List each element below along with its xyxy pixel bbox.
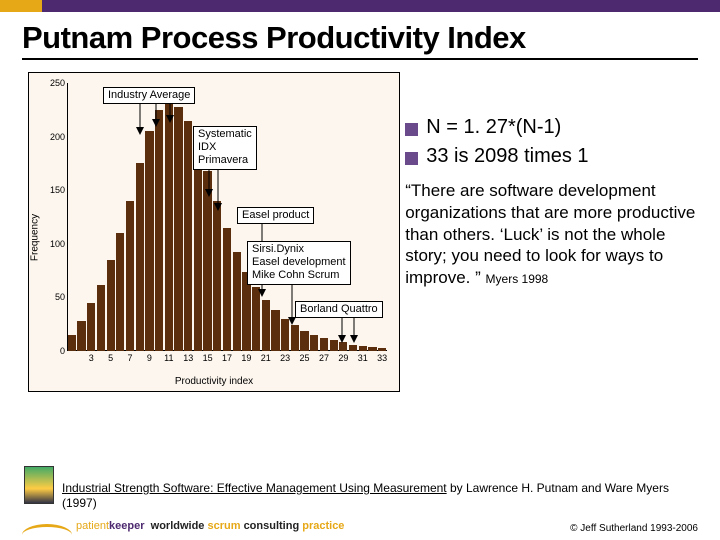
bar bbox=[368, 347, 376, 351]
x-tick-label: 9 bbox=[147, 353, 152, 363]
y-tick-label: 50 bbox=[55, 292, 65, 302]
bar bbox=[310, 335, 318, 351]
x-tick-label: 19 bbox=[241, 353, 251, 363]
bar bbox=[77, 321, 85, 351]
x-tick-label: 13 bbox=[183, 353, 193, 363]
bar bbox=[126, 201, 134, 351]
x-tick-label: 3 bbox=[89, 353, 94, 363]
y-tick-label: 250 bbox=[50, 78, 65, 88]
bar bbox=[165, 102, 173, 351]
x-tick-label: 15 bbox=[203, 353, 213, 363]
annot-systematic: Systematic IDX Primavera bbox=[193, 126, 257, 170]
x-tick-label: 27 bbox=[319, 353, 329, 363]
bar bbox=[107, 260, 115, 351]
arrow-industry-3 bbox=[165, 101, 175, 130]
bar bbox=[194, 142, 202, 351]
slide-body: Putnam Process Productivity Index Freque… bbox=[0, 12, 720, 392]
chart-column: Frequency Productivity index 0 50 100 150 20… bbox=[22, 72, 403, 392]
annot-sirsi: Sirsi.Dynix Easel development Mike Cohn … bbox=[247, 241, 351, 285]
reference-text: Industrial Strength Software: Effective … bbox=[62, 481, 698, 512]
header-accent-bar bbox=[0, 0, 720, 12]
bar bbox=[87, 303, 95, 351]
book-thumbnail-icon bbox=[24, 466, 54, 504]
bullet-text: 33 is 2098 times 1 bbox=[426, 145, 588, 168]
bar bbox=[213, 201, 221, 351]
bar bbox=[97, 285, 105, 351]
bullet-text: N = 1. 27*(N-1) bbox=[426, 116, 561, 139]
slide-title: Putnam Process Productivity Index bbox=[22, 20, 698, 56]
productivity-chart: Frequency Productivity index 0 50 100 150 20… bbox=[28, 72, 400, 392]
bar bbox=[378, 348, 386, 351]
content-row: Frequency Productivity index 0 50 100 150 20… bbox=[22, 72, 698, 392]
quote-citation: Myers 1998 bbox=[486, 272, 549, 286]
arrow-systematic-2 bbox=[213, 167, 223, 218]
x-tick-label: 11 bbox=[164, 353, 173, 363]
y-tick-label: 200 bbox=[50, 132, 65, 142]
bullet-list: N = 1. 27*(N-1) 33 is 2098 times 1 bbox=[405, 116, 698, 168]
bullet-item: N = 1. 27*(N-1) bbox=[405, 116, 698, 139]
bullet-square-icon bbox=[405, 123, 418, 136]
y-tick-label: 100 bbox=[50, 239, 65, 249]
annot-industry-average: Industry Average bbox=[103, 87, 195, 104]
bar bbox=[271, 310, 279, 351]
title-rule bbox=[22, 58, 698, 60]
arrow-borland-1 bbox=[337, 315, 347, 350]
bar bbox=[233, 252, 241, 351]
x-tick-label: 31 bbox=[358, 353, 368, 363]
bar bbox=[145, 131, 153, 351]
bullet-square-icon bbox=[405, 152, 418, 165]
x-tick-label: 5 bbox=[108, 353, 113, 363]
y-tick-label: 150 bbox=[50, 185, 65, 195]
x-axis-label: Productivity index bbox=[175, 376, 253, 387]
x-tick-label: 29 bbox=[338, 353, 348, 363]
x-tick-label: 25 bbox=[300, 353, 310, 363]
x-tick-label: 33 bbox=[377, 353, 387, 363]
x-tick-label: 23 bbox=[280, 353, 290, 363]
bar bbox=[174, 107, 182, 351]
arrow-industry-2 bbox=[151, 101, 161, 134]
text-column: N = 1. 27*(N-1) 33 is 2098 times 1 “Ther… bbox=[403, 72, 698, 392]
bar bbox=[300, 331, 308, 351]
logo-swoosh-icon bbox=[22, 518, 76, 534]
copyright: © Jeff Sutherland 1993-2006 bbox=[570, 523, 698, 534]
bar bbox=[184, 121, 192, 351]
bar bbox=[155, 110, 163, 351]
logo-tagline: patientkeeper worldwide scrum consulting… bbox=[22, 518, 344, 534]
x-tick-label: 17 bbox=[222, 353, 232, 363]
annot-borland: Borland Quattro bbox=[295, 301, 383, 318]
arrow-industry-1 bbox=[135, 101, 145, 142]
y-tick-label: 0 bbox=[60, 346, 65, 356]
annot-easel-product: Easel product bbox=[237, 207, 314, 224]
x-tick-label: 7 bbox=[128, 353, 133, 363]
bullet-item: 33 is 2098 times 1 bbox=[405, 145, 698, 168]
bar bbox=[359, 346, 367, 351]
arrow-borland-2 bbox=[349, 315, 359, 350]
footer: Industrial Strength Software: Effective … bbox=[0, 473, 720, 540]
y-axis-label: Frequency bbox=[30, 214, 41, 261]
bar bbox=[116, 233, 124, 351]
bar bbox=[223, 228, 231, 351]
bar bbox=[320, 338, 328, 351]
bar bbox=[68, 335, 76, 351]
bar bbox=[136, 163, 144, 351]
quote-text: “There are software development organiza… bbox=[405, 180, 698, 289]
x-tick-label: 21 bbox=[261, 353, 271, 363]
bar bbox=[262, 300, 270, 351]
